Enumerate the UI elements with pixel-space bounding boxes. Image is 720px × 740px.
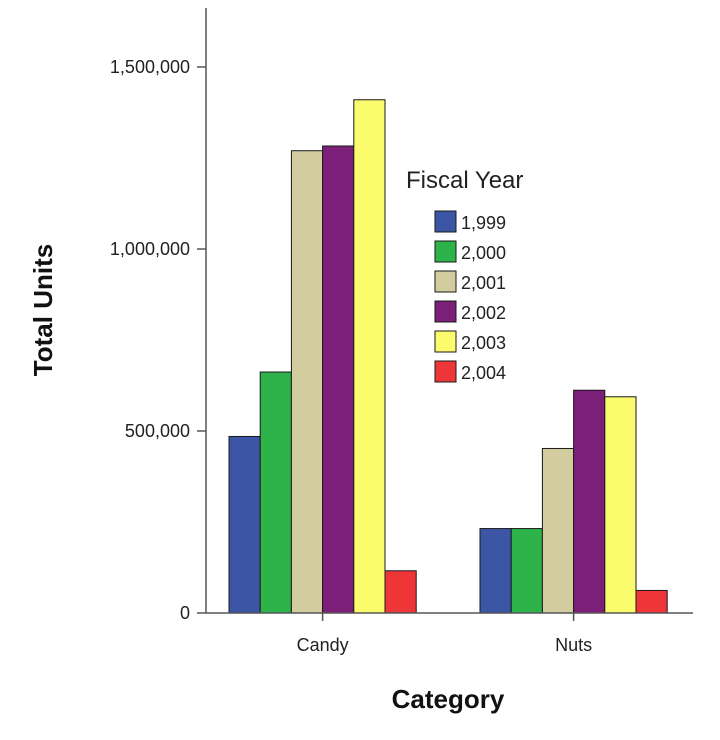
y-tick-label: 1,000,000 <box>110 239 190 259</box>
legend-label: 2,004 <box>461 363 506 383</box>
x-category-label: Nuts <box>555 635 592 655</box>
x-category-label: Candy <box>297 635 349 655</box>
bar-nuts-2001 <box>541 447 575 614</box>
bar-candy-2002 <box>322 145 355 614</box>
y-tick-label: 1,500,000 <box>110 57 190 77</box>
bar-nuts-2004 <box>635 589 668 614</box>
y-axis-title: Total Units <box>28 244 58 376</box>
bar-candy-2000 <box>259 371 292 614</box>
legend-label: 2,000 <box>461 243 506 263</box>
bar-nuts-2003 <box>604 396 637 614</box>
legend-label: 2,003 <box>461 333 506 353</box>
bar-candy-2001 <box>290 150 324 614</box>
legend-swatch <box>434 210 457 233</box>
legend-swatch <box>434 240 457 263</box>
y-tick-label: 500,000 <box>125 421 190 441</box>
legend-label: 1,999 <box>461 213 506 233</box>
bar-nuts-2000 <box>510 528 543 614</box>
legend-swatch <box>434 270 457 293</box>
bar-nuts-1999 <box>479 528 512 614</box>
legend-swatch <box>434 300 457 323</box>
legend-title: Fiscal Year <box>406 167 523 194</box>
x-axis-title: Category <box>392 684 505 714</box>
legend: 1,999 2,000 2,001 2,002 2,003 2,004 <box>434 210 506 383</box>
legend-swatch <box>434 360 457 383</box>
bar-nuts-2002 <box>573 389 606 614</box>
bar-candy-2004 <box>384 570 417 614</box>
legend-label: 2,002 <box>461 303 506 323</box>
x-axis-category-labels: Candy Nuts <box>297 613 592 655</box>
y-axis-ticks: 0 500,000 1,000,000 1,500,000 <box>110 57 206 623</box>
y-tick-label: 0 <box>180 603 190 623</box>
legend-label: 2,001 <box>461 273 506 293</box>
bar-candy-2003 <box>353 99 386 614</box>
bars <box>228 99 668 614</box>
axes <box>205 8 693 614</box>
bar-candy-1999 <box>228 435 261 614</box>
legend-swatch <box>434 330 457 353</box>
